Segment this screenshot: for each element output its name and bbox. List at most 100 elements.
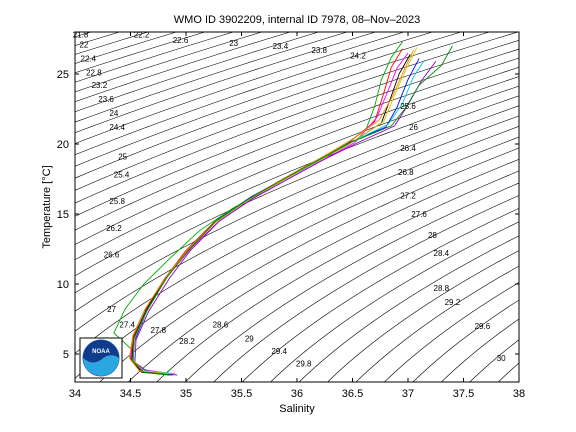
density-contour bbox=[75, 32, 206, 74]
density-contour bbox=[75, 32, 462, 167]
density-contour bbox=[75, 32, 491, 179]
profile-line bbox=[132, 45, 453, 376]
contour-label: 28.8 bbox=[434, 284, 450, 293]
density-contour bbox=[0, 25, 29, 389]
density-contour bbox=[75, 115, 519, 332]
contour-label: 26 bbox=[409, 123, 418, 132]
profile-line bbox=[131, 54, 411, 376]
y-axis: 5 10 15 20 25 bbox=[57, 69, 519, 361]
profiles bbox=[113, 41, 453, 376]
density-contour bbox=[75, 76, 519, 261]
profile-line bbox=[130, 52, 409, 373]
density-contour bbox=[75, 32, 235, 83]
density-contour bbox=[383, 282, 519, 382]
density-contour bbox=[75, 32, 121, 46]
contour-label: 29.8 bbox=[296, 360, 312, 369]
profile-line bbox=[134, 61, 437, 376]
density-contour bbox=[184, 182, 519, 382]
contour-label: 27.8 bbox=[151, 326, 167, 335]
density-contour bbox=[75, 32, 406, 144]
contour-label: 25 bbox=[118, 152, 127, 161]
contour-label: 29.6 bbox=[475, 322, 491, 331]
x-tick-label: 35.5 bbox=[231, 388, 252, 400]
density-contour bbox=[75, 57, 519, 231]
y-tick-label: 15 bbox=[57, 209, 69, 221]
y-tick-label: 25 bbox=[57, 69, 69, 81]
density-contour bbox=[327, 250, 519, 382]
contour-label: 22.2 bbox=[134, 31, 150, 40]
noaa-logo: NOAA bbox=[79, 337, 123, 379]
density-contour bbox=[75, 95, 519, 294]
density-contour bbox=[99, 147, 519, 382]
contour-label: 24.2 bbox=[350, 52, 366, 61]
contour-label: 22 bbox=[79, 40, 88, 49]
density-contour bbox=[355, 265, 519, 382]
contour-label: 24 bbox=[109, 109, 118, 118]
profile-line bbox=[132, 47, 418, 375]
contour-labels: 21.822 22.2 22.4 22.6 22.8 23 23.2 23.4 23.6 23.8… bbox=[73, 31, 506, 369]
contour-label: 30 bbox=[497, 354, 506, 363]
contour-label: 23.6 bbox=[98, 95, 114, 104]
x-tick-label: 35 bbox=[180, 388, 192, 400]
contour-label: 22.8 bbox=[86, 68, 102, 77]
density-contour bbox=[241, 208, 519, 382]
contour-label: 23.8 bbox=[311, 46, 327, 55]
x-tick-label: 37 bbox=[402, 388, 414, 400]
contour-label: 27.4 bbox=[119, 320, 135, 329]
contour-label: 29 bbox=[245, 334, 254, 343]
contour-label: 26.2 bbox=[106, 224, 122, 233]
contour-label: 27.2 bbox=[400, 192, 416, 201]
contour-label: 22.4 bbox=[81, 54, 97, 63]
y-tick-label: 10 bbox=[57, 279, 69, 291]
x-axis-label: Salinity bbox=[279, 403, 315, 415]
density-contour bbox=[412, 299, 519, 382]
contour-label: 26.6 bbox=[104, 250, 120, 259]
contour-label: 26.4 bbox=[400, 144, 416, 153]
contour-label: 26.8 bbox=[398, 168, 414, 177]
density-contour bbox=[75, 66, 519, 245]
contour-label: 28.2 bbox=[179, 337, 195, 346]
density-contour bbox=[75, 126, 519, 354]
contour-label: 25.8 bbox=[109, 197, 125, 206]
x-tick-label: 37.5 bbox=[453, 388, 474, 400]
x-axis: 34 34.5 35 35.5 36 36.5 37 37.5 38 bbox=[69, 32, 525, 400]
y-axis-label: Temperature [°C] bbox=[41, 165, 53, 248]
density-contour bbox=[75, 32, 263, 93]
density-contour bbox=[440, 318, 519, 382]
contour-label: 28.6 bbox=[213, 320, 229, 329]
contour-label: 27.6 bbox=[411, 210, 427, 219]
contour-label: 23.4 bbox=[273, 42, 289, 51]
x-tick-label: 34.5 bbox=[120, 388, 141, 400]
density-contour bbox=[75, 32, 178, 64]
density-contours bbox=[0, 25, 576, 389]
density-contour bbox=[497, 362, 519, 382]
density-contour bbox=[127, 158, 519, 382]
y-tick-label: 20 bbox=[57, 139, 69, 151]
noaa-logo-text: NOAA bbox=[92, 349, 110, 355]
density-contour bbox=[75, 40, 519, 204]
plot-frame bbox=[74, 31, 520, 383]
chart-title: WMO ID 3902209, internal ID 7978, 08–Nov… bbox=[174, 14, 420, 26]
x-tick-label: 34 bbox=[69, 388, 81, 400]
contour-label: 22.6 bbox=[173, 36, 189, 45]
density-contour bbox=[270, 221, 519, 382]
contour-label: 29.4 bbox=[271, 347, 287, 356]
density-contour bbox=[75, 105, 519, 312]
x-tick-label: 36.5 bbox=[342, 388, 363, 400]
density-contour bbox=[548, 25, 576, 389]
density-contour bbox=[213, 195, 519, 382]
contour-label: 27 bbox=[107, 305, 116, 314]
contour-label: 24.4 bbox=[109, 123, 125, 132]
density-contour bbox=[75, 32, 349, 123]
density-contour bbox=[75, 32, 149, 55]
contour-label: 21.8 bbox=[73, 31, 89, 40]
density-contour bbox=[75, 32, 434, 156]
density-contour bbox=[75, 48, 519, 217]
x-tick-label: 38 bbox=[513, 388, 525, 400]
contour-label: 25.6 bbox=[400, 102, 416, 111]
x-tick-label: 36 bbox=[291, 388, 303, 400]
density-contour bbox=[75, 32, 292, 103]
profile-line bbox=[128, 50, 414, 375]
density-contour bbox=[75, 32, 519, 191]
